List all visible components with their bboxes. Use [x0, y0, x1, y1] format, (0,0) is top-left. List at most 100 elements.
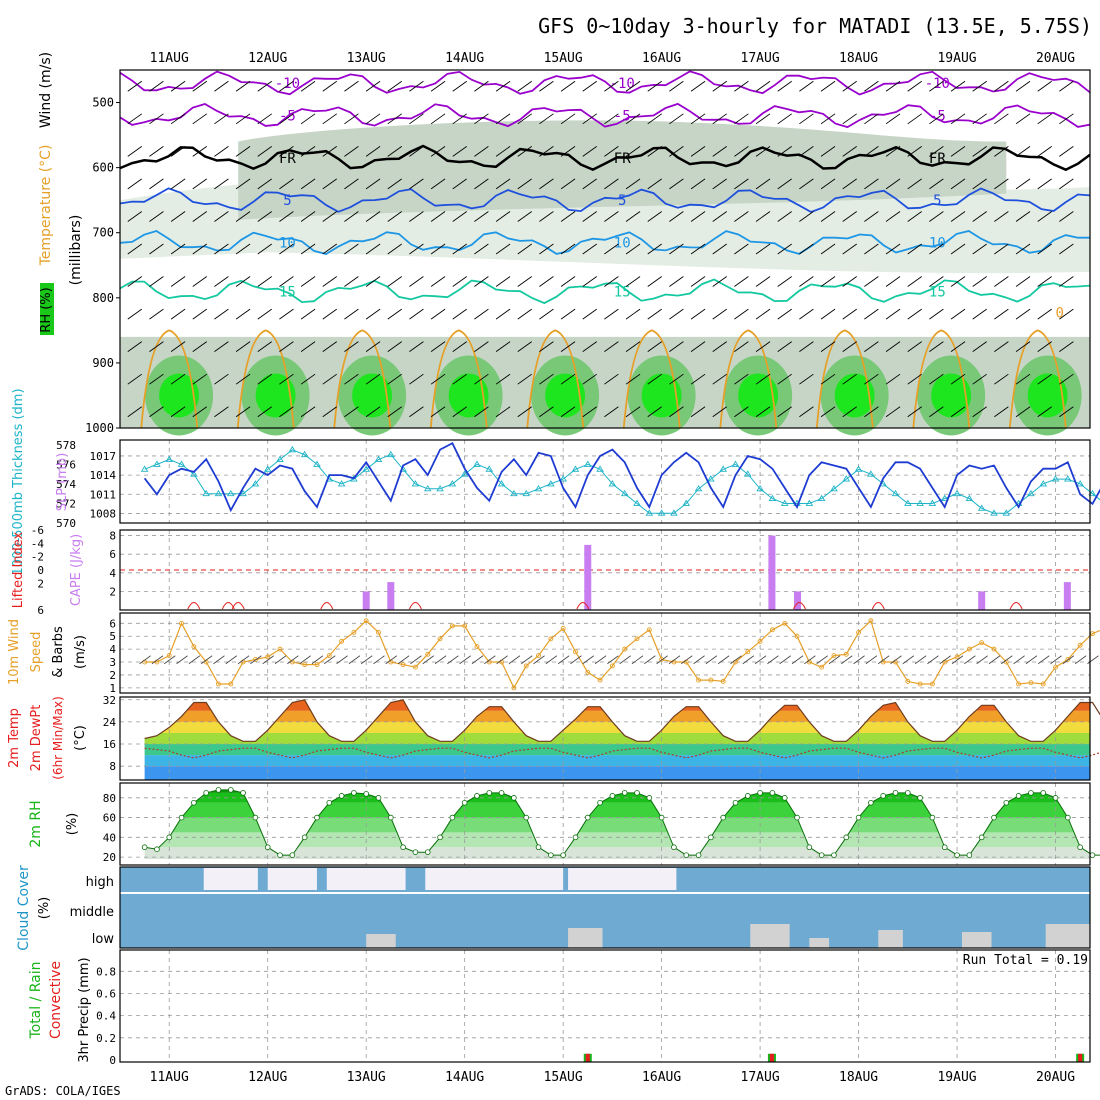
- tick-label: 700: [92, 226, 114, 240]
- date-label-top: 12AUG: [248, 51, 287, 66]
- wind-barb: [149, 178, 164, 190]
- wind-barb: [520, 655, 533, 665]
- wind-barb: [712, 341, 727, 353]
- tick-label: -6: [31, 524, 44, 537]
- wind-barb: [1037, 113, 1052, 125]
- contour-label: 15: [929, 284, 946, 300]
- wind-barb: [474, 178, 489, 190]
- contour-label: 15: [614, 284, 631, 300]
- wind-barb: [279, 178, 294, 190]
- temperature-contour: [119, 278, 1091, 305]
- date-label-top: 20AUG: [1036, 51, 1075, 66]
- wind-barb: [864, 113, 879, 125]
- wind-barb: [235, 243, 251, 255]
- wind-barb: [409, 341, 424, 353]
- wind-barb: [149, 373, 164, 385]
- wind-speed-point: [609, 663, 615, 669]
- y-axis-label-thickness: 1000-500mb Thickness (dm): [11, 388, 26, 575]
- wind-barb: [235, 211, 251, 222]
- date-label-bottom: 20AUG: [1036, 1070, 1075, 1085]
- wind-barb: [322, 178, 338, 190]
- wind-barb: [517, 373, 533, 385]
- wind-barb: [972, 145, 987, 157]
- wind-barb: [127, 341, 143, 353]
- run-total-label: Run Total = 0.19: [963, 953, 1088, 968]
- rh-band: [144, 847, 1090, 860]
- date-label-bottom: 15AUG: [544, 1070, 583, 1085]
- wind-barb: [690, 406, 706, 418]
- wind-barb: [474, 276, 489, 287]
- wind-barb: [539, 341, 554, 353]
- wind-barb: [200, 655, 213, 665]
- y-axis-label-rh-1: 2m RH: [28, 800, 44, 847]
- wind-speed-point: [905, 678, 911, 684]
- wind-barb: [1015, 406, 1031, 418]
- wind-barb: [582, 655, 595, 665]
- panel-frame: [119, 782, 1091, 866]
- wind-barb: [972, 113, 987, 125]
- wind-speed-point: [511, 685, 517, 691]
- wind-barb: [336, 655, 348, 665]
- wind-barb: [1025, 655, 1038, 665]
- wind-barb: [972, 341, 987, 353]
- wind-barb: [669, 373, 684, 385]
- wind-barb: [820, 178, 836, 190]
- wind-barb: [1059, 308, 1074, 320]
- wind-barb: [755, 145, 771, 157]
- wind-barb: [474, 113, 489, 125]
- wind-barb: [755, 113, 771, 125]
- wind-barb: [365, 178, 381, 190]
- wind-barb: [604, 406, 619, 418]
- tick-label: 4: [109, 643, 116, 656]
- rh-point: [892, 790, 899, 796]
- wind-barb: [582, 178, 597, 190]
- wind-barb: [474, 308, 489, 320]
- wind-barb: [279, 308, 294, 320]
- wind-barb: [668, 655, 681, 665]
- wind-speed-point: [376, 629, 381, 635]
- wind-barb: [1001, 655, 1013, 665]
- wind-barb: [250, 655, 262, 665]
- wind-barb: [387, 80, 403, 92]
- wind-barb: [950, 308, 966, 320]
- wind-barb: [279, 243, 294, 255]
- wind-barb: [964, 655, 976, 665]
- wind-barb: [1015, 113, 1031, 125]
- wind-speed-point: [228, 681, 234, 687]
- wind-barb: [570, 655, 582, 665]
- wind-barb: [170, 178, 186, 190]
- wind-barb: [604, 308, 619, 320]
- rh-point: [880, 793, 886, 799]
- wind-barb: [734, 341, 749, 353]
- wind-barb: [907, 341, 922, 353]
- wind-barb: [929, 373, 944, 385]
- wind-barb: [734, 145, 749, 157]
- series-marker: [387, 450, 395, 458]
- wind-barb: [690, 113, 706, 125]
- cape-bar: [1063, 582, 1071, 610]
- dewpoint-line: [144, 747, 1100, 759]
- wind-barb: [669, 80, 684, 92]
- tick-label: 32: [103, 694, 116, 707]
- wind-barb: [214, 113, 229, 125]
- wind-speed-point: [302, 662, 308, 668]
- rh-point: [941, 844, 948, 851]
- panel-frame: [119, 866, 1091, 949]
- wind-barb: [842, 308, 857, 320]
- wind-barb: [257, 113, 273, 125]
- rh-point: [720, 814, 726, 821]
- date-label-bottom: 16AUG: [642, 1070, 681, 1085]
- series-marker: [239, 489, 247, 497]
- wind-barb: [842, 276, 857, 287]
- wind-barb: [842, 113, 857, 125]
- wind-barb: [604, 178, 619, 190]
- series-marker: [485, 465, 494, 472]
- wind-barb: [279, 406, 294, 418]
- rh-point: [646, 795, 653, 801]
- wind-barb: [430, 145, 446, 157]
- y-axis-label: (millibars): [68, 215, 84, 286]
- wind-barb: [517, 276, 533, 287]
- wind-barb: [885, 211, 901, 222]
- series-marker: [940, 494, 949, 502]
